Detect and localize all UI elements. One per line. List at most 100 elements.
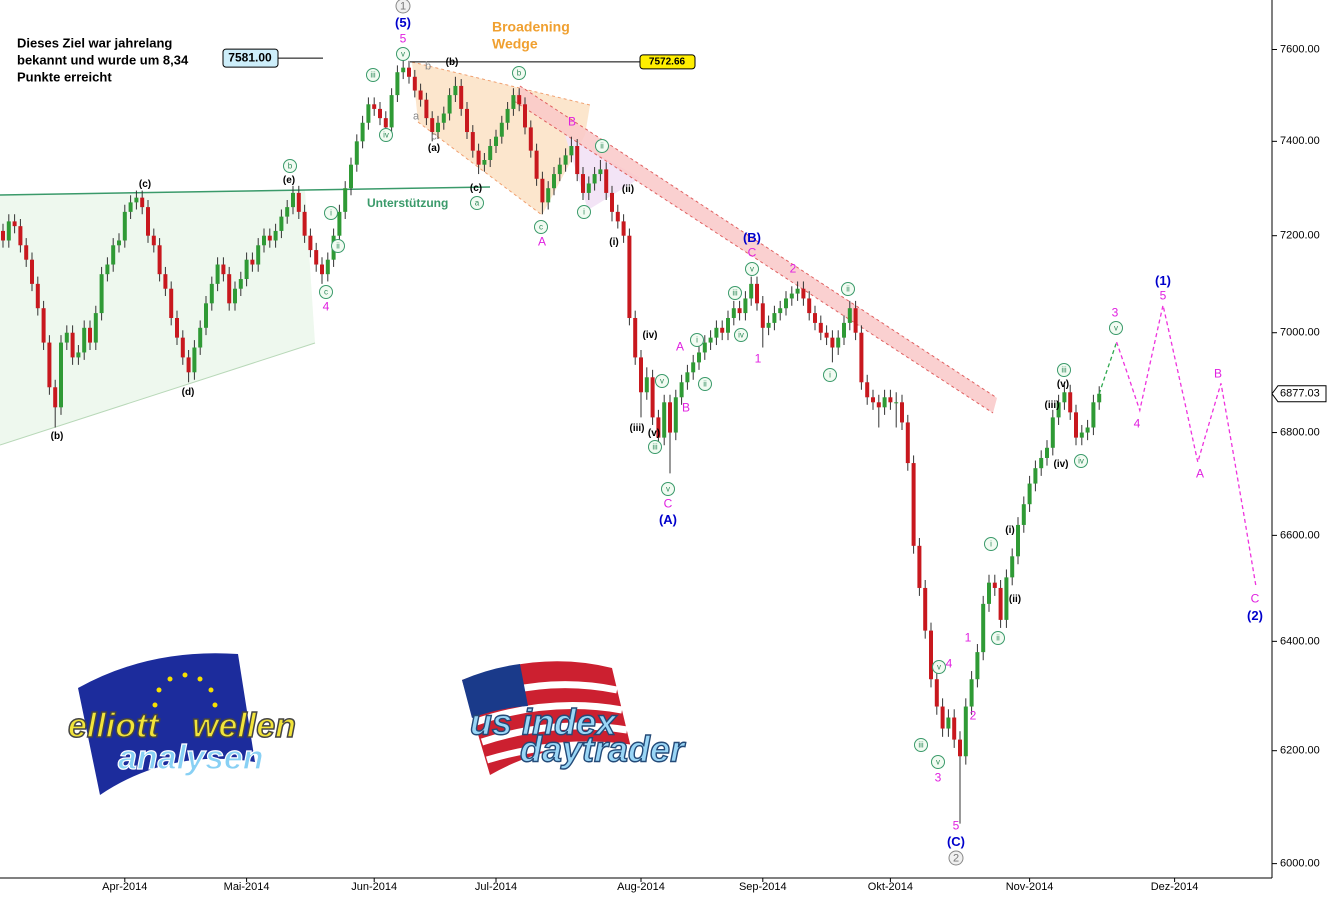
candle-body <box>105 264 110 275</box>
candle-body <box>308 235 313 251</box>
flag-canton <box>462 664 528 718</box>
wave-label: C <box>748 246 757 260</box>
candle-body <box>842 322 846 338</box>
candle-body <box>24 245 29 260</box>
candle-body <box>824 332 829 338</box>
wave-circle <box>734 328 748 342</box>
candle-body <box>882 397 887 408</box>
wave-label: 5 <box>1160 289 1167 303</box>
candle-body <box>894 402 899 404</box>
candle-body <box>407 67 411 77</box>
candle-body <box>372 104 377 109</box>
note-line: Dieses Ziel war jahrelang <box>17 35 172 50</box>
candle-body <box>447 95 452 114</box>
last-price-marker <box>1271 385 1327 403</box>
candle-body <box>64 332 69 343</box>
candle-body <box>349 164 353 189</box>
candle-body <box>1021 504 1026 525</box>
wave-circle <box>655 374 669 388</box>
wave-circle <box>534 220 548 234</box>
projection-line <box>1098 341 1118 395</box>
candle-body <box>389 95 394 128</box>
x-tick-label: Dez-2014 <box>1151 881 1199 893</box>
wave-label: iv <box>738 331 744 340</box>
logo-text: elliott <box>68 707 160 745</box>
candle-body <box>198 327 203 348</box>
candle-body <box>111 245 116 265</box>
y-tick-label: 7000.00 <box>1280 327 1320 339</box>
candle-body <box>517 95 522 105</box>
wave-circle <box>932 660 946 674</box>
channel-band <box>514 86 997 413</box>
candle-body <box>586 183 591 193</box>
note-line: bekannt und wurde um 8,34 <box>17 52 189 67</box>
logo-text: wellen <box>192 707 296 745</box>
candle-body <box>285 207 290 217</box>
candle-body <box>540 178 545 203</box>
candle-body <box>865 382 870 398</box>
candle-body <box>1079 432 1084 438</box>
candle-body <box>853 308 858 333</box>
candle-body <box>82 327 87 353</box>
candle-body <box>720 327 725 333</box>
pattern-title: Wedge <box>492 36 538 52</box>
candle-body <box>575 145 580 175</box>
candle-body <box>140 197 145 208</box>
wedge-line <box>411 61 591 106</box>
pattern-title: Broadening <box>492 19 570 35</box>
candle-body <box>1085 427 1090 433</box>
wave-label: b <box>425 60 431 72</box>
candle-body <box>436 122 440 133</box>
candle-body <box>760 303 765 328</box>
candle-body <box>186 357 191 373</box>
wave-circle <box>470 196 484 210</box>
candle-body <box>482 160 487 165</box>
candle-body <box>708 337 713 343</box>
candle-body <box>534 150 539 179</box>
wave-label: i <box>990 540 992 549</box>
wave-label: i <box>696 336 698 345</box>
candle-body <box>441 113 446 123</box>
wave-label: (c) <box>139 179 151 190</box>
candle-body <box>1045 447 1049 458</box>
wave-label: (e) <box>283 175 295 186</box>
wave-label: v <box>401 50 405 59</box>
candle-body <box>1033 468 1038 484</box>
candle-body <box>418 90 423 100</box>
wave-label: (A) <box>659 512 677 527</box>
star <box>156 687 162 693</box>
candle-body <box>320 264 324 275</box>
channel-line <box>519 85 998 399</box>
candle-body <box>93 313 98 343</box>
wave-label: (iv) <box>1054 459 1069 470</box>
x-tick-label: Sep-2014 <box>739 881 787 893</box>
candle-body <box>592 174 597 184</box>
logo-text: us index <box>470 702 618 743</box>
wave-label: 4 <box>946 657 953 671</box>
wave-circle <box>366 68 380 82</box>
candle-body <box>53 387 58 408</box>
candle-body <box>679 382 684 398</box>
candle-body <box>633 317 638 358</box>
wave-circle <box>841 282 855 296</box>
candle-body <box>337 211 342 236</box>
y-tick-label: 6200.00 <box>1280 745 1320 757</box>
wave-label: (v) <box>1057 379 1069 390</box>
projection-line <box>1115 305 1257 586</box>
candle-body <box>557 164 562 175</box>
wave-label: B <box>1214 367 1222 381</box>
candle-body <box>459 85 464 109</box>
candle-body <box>1056 402 1061 418</box>
candle-body <box>801 288 806 299</box>
candle-body <box>946 717 951 729</box>
candle-body <box>453 85 458 96</box>
candle-body <box>378 108 382 119</box>
triangle-line <box>0 342 316 446</box>
logo-us-flag <box>462 661 632 775</box>
wave-circle <box>331 239 345 253</box>
wave-label: iv <box>383 131 389 140</box>
candle-body <box>772 313 777 323</box>
candle-body <box>546 188 551 203</box>
candle-body <box>209 283 214 304</box>
